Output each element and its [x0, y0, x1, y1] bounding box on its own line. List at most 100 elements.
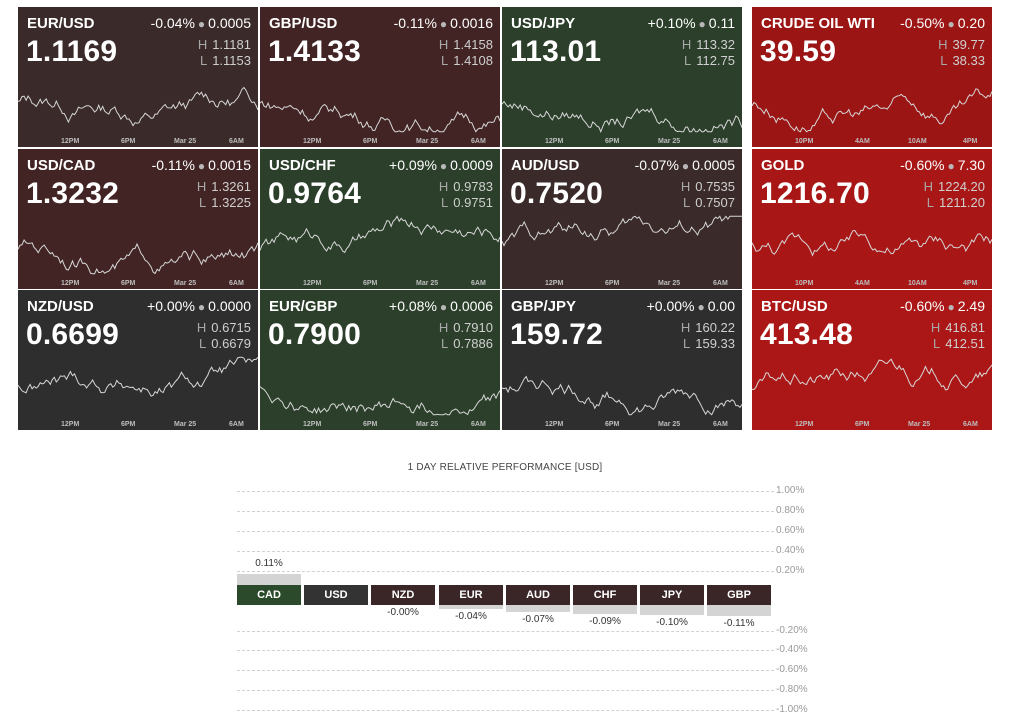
- time-tick: 10AM: [908, 280, 927, 287]
- separator-dot-icon: ●: [696, 17, 709, 31]
- time-tick: 12PM: [61, 421, 79, 428]
- tile-symbol: USD/JPY: [511, 15, 575, 32]
- separator-dot-icon: ●: [437, 17, 450, 31]
- time-tick: 6PM: [605, 280, 619, 287]
- y-axis-label: -0.20%: [776, 625, 808, 636]
- sparkline: [18, 354, 258, 420]
- separator-dot-icon: ●: [679, 159, 692, 173]
- performance-bar: [439, 605, 503, 609]
- tile-crude-oil-wti[interactable]: CRUDE OIL WTI -0.50% ● 0.20 39.59 H 39.77 L 38.3…: [752, 7, 992, 147]
- time-tick: 6AM: [471, 138, 486, 145]
- performance-bar: [640, 605, 704, 615]
- tile-gbp-jpy[interactable]: GBP/JPY +0.00% ● 0.00 159.72 H 160.22 L 159.33 12…: [502, 290, 742, 430]
- tile-symbol: AUD/USD: [511, 157, 579, 174]
- separator-dot-icon: ●: [945, 159, 958, 173]
- tile-nzd-usd[interactable]: NZD/USD +0.00% ● 0.0000 0.6699 H 0.6715 L 0.6679…: [18, 290, 258, 430]
- tile-change: -0.50% ● 0.20: [900, 15, 985, 31]
- tile-high: H 0.7535: [681, 179, 735, 194]
- tile-high: H 113.32: [682, 37, 735, 52]
- change-pct: +0.09%: [389, 157, 437, 173]
- change-pct: -0.11%: [152, 157, 195, 173]
- time-tick: 6AM: [713, 138, 728, 145]
- performance-bar: [506, 605, 570, 612]
- time-tick: Mar 25: [908, 421, 930, 428]
- tile-high: H 160.22: [681, 320, 735, 335]
- time-tick: 6AM: [229, 421, 244, 428]
- time-tick: 6PM: [605, 138, 619, 145]
- change-abs: 0.0000: [208, 298, 251, 314]
- tile-price: 0.7900: [268, 318, 361, 352]
- sparkline-path: [260, 101, 500, 131]
- change-pct: -0.04%: [151, 15, 195, 31]
- low-value: 0.6679: [211, 336, 251, 351]
- tile-low: L 0.9751: [441, 195, 493, 210]
- performance-value-label: -0.00%: [371, 607, 435, 618]
- tile-change: +0.09% ● 0.0009: [389, 157, 493, 173]
- tile-change: -0.60% ● 7.30: [900, 157, 985, 173]
- sparkline-path: [752, 89, 992, 132]
- separator-dot-icon: ●: [945, 300, 958, 314]
- separator-dot-icon: ●: [945, 17, 958, 31]
- currency-eur: EUR: [439, 585, 503, 605]
- change-abs: 7.30: [958, 157, 985, 173]
- time-tick: 12PM: [545, 421, 563, 428]
- tile-price: 1.3232: [26, 177, 119, 211]
- tile-price: 1.1169: [26, 35, 117, 69]
- low-value: 0.7507: [695, 195, 735, 210]
- tile-gold[interactable]: GOLD -0.60% ● 7.30 1216.70 H 1224.20 L 1211.20 10…: [752, 149, 992, 289]
- y-axis-label: 1.00%: [776, 485, 804, 496]
- sparkline: [260, 71, 500, 137]
- low-value: 1.1153: [212, 53, 251, 68]
- tile-symbol: CRUDE OIL WTI: [761, 15, 875, 32]
- time-tick: 6PM: [605, 421, 619, 428]
- time-tick: 12PM: [61, 280, 79, 287]
- sparkline: [502, 213, 742, 279]
- change-pct: +0.10%: [648, 15, 696, 31]
- time-tick: Mar 25: [658, 280, 680, 287]
- time-tick: 6AM: [229, 138, 244, 145]
- performance-bar: [707, 605, 771, 616]
- sparkline: [502, 354, 742, 420]
- tile-aud-usd[interactable]: AUD/USD -0.07% ● 0.0005 0.7520 H 0.7535 L 0.7507…: [502, 149, 742, 289]
- time-tick: 6AM: [713, 280, 728, 287]
- tile-usd-jpy[interactable]: USD/JPY +0.10% ● 0.11 113.01 H 113.32 L 112.75 12…: [502, 7, 742, 147]
- time-tick: 10PM: [795, 280, 813, 287]
- tile-btc-usd[interactable]: BTC/USD -0.60% ● 2.49 413.48 H 416.81 L 412.51 12…: [752, 290, 992, 430]
- time-tick: 6PM: [363, 138, 377, 145]
- performance-value-label: -0.11%: [707, 618, 771, 629]
- change-pct: +0.00%: [147, 298, 195, 314]
- time-tick: 12PM: [545, 280, 563, 287]
- time-tick: 6AM: [471, 421, 486, 428]
- tile-price: 113.01: [510, 35, 601, 69]
- separator-dot-icon: ●: [437, 300, 450, 314]
- time-tick: 12PM: [303, 421, 321, 428]
- currency-aud: AUD: [506, 585, 570, 605]
- tile-eur-gbp[interactable]: EUR/GBP +0.08% ● 0.0006 0.7900 H 0.7910 L 0.7886…: [260, 290, 500, 430]
- y-axis-label: -0.60%: [776, 664, 808, 675]
- performance-value-label: -0.09%: [573, 616, 637, 627]
- sparkline-path: [18, 240, 258, 274]
- tile-gbp-usd[interactable]: GBP/USD -0.11% ● 0.0016 1.4133 H 1.4158 L 1.4108…: [260, 7, 500, 147]
- relative-performance-chart: 1 DAY RELATIVE PERFORMANCE [USD] 1.00% 0.…: [0, 450, 1019, 718]
- gridline: [237, 551, 774, 552]
- high-value: 0.7535: [695, 179, 735, 194]
- time-tick: 12PM: [545, 138, 563, 145]
- tile-low: L 1.1153: [200, 53, 251, 68]
- low-value: 1.4108: [453, 53, 493, 68]
- tile-change: -0.07% ● 0.0005: [635, 157, 735, 173]
- tile-usd-chf[interactable]: USD/CHF +0.09% ● 0.0009 0.9764 H 0.9783 L 0.9751…: [260, 149, 500, 289]
- tile-change: -0.04% ● 0.0005: [151, 15, 251, 31]
- y-axis-label: 0.40%: [776, 545, 804, 556]
- market-tiles: EUR/USD -0.04% ● 0.0005 1.1169 H 1.1181 L 1.1153…: [0, 0, 1019, 440]
- tile-usd-cad[interactable]: USD/CAD -0.11% ● 0.0015 1.3232 H 1.3261 L 1.3225…: [18, 149, 258, 289]
- tile-eur-usd[interactable]: EUR/USD -0.04% ● 0.0005 1.1169 H 1.1181 L 1.1153…: [18, 7, 258, 147]
- time-tick: 10PM: [795, 138, 813, 145]
- change-abs: 0.00: [708, 298, 735, 314]
- currency-cad: CAD: [237, 585, 301, 605]
- time-tick: 6PM: [363, 280, 377, 287]
- gridline: [237, 710, 774, 711]
- tile-symbol: EUR/USD: [27, 15, 95, 32]
- performance-value-label: -0.10%: [640, 617, 704, 628]
- time-tick: 12PM: [61, 138, 79, 145]
- sparkline-path: [18, 357, 258, 396]
